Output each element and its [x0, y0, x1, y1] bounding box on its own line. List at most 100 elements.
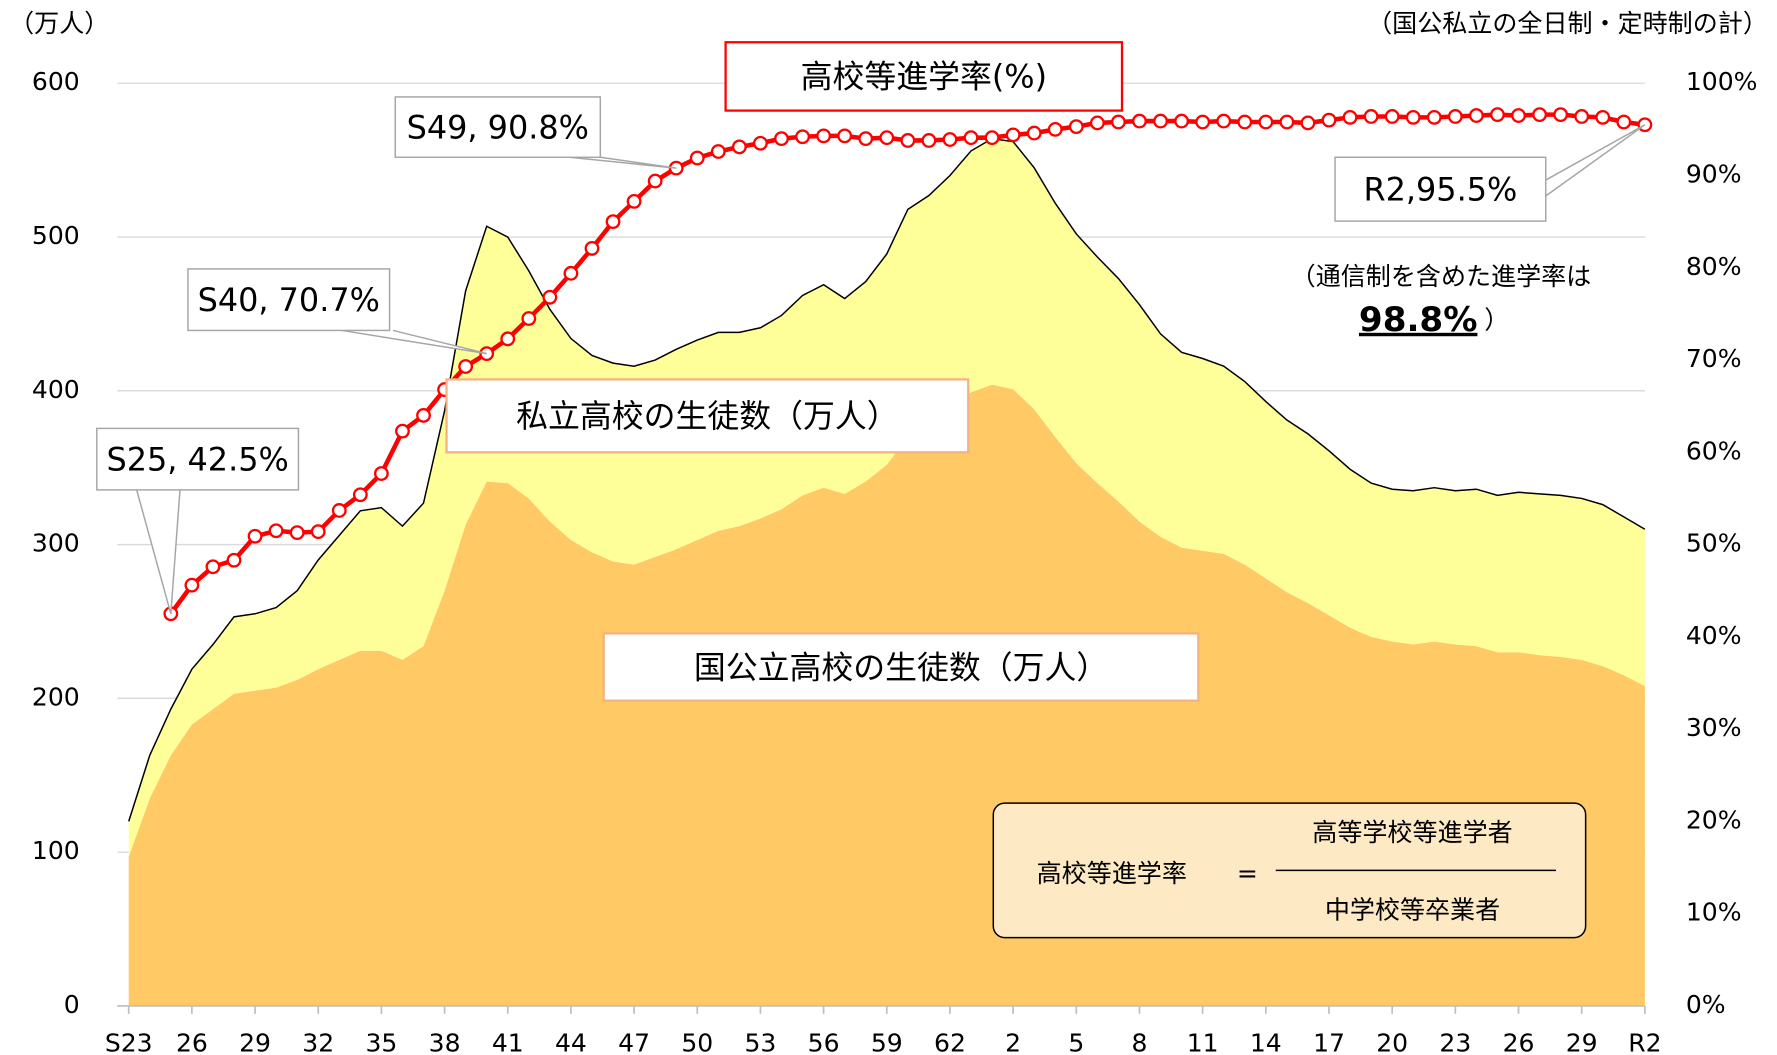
marker	[1174, 113, 1190, 129]
marker	[984, 130, 1000, 146]
marker	[900, 133, 916, 148]
marker	[395, 423, 410, 439]
callout-box	[1334, 156, 1547, 222]
x-tick-label: 32	[302, 1029, 334, 1055]
marker	[289, 525, 305, 540]
marker	[1195, 114, 1211, 130]
series-label-box	[724, 41, 1124, 112]
marker	[226, 552, 242, 568]
x-tick-label: 29	[1566, 1029, 1598, 1055]
marker	[795, 129, 810, 145]
y2-tick-label: 60%	[1686, 436, 1742, 465]
x-tick-label: 23	[1439, 1029, 1471, 1055]
x-tick-label: 5	[1068, 1029, 1084, 1055]
marker	[563, 265, 579, 281]
marker	[584, 241, 600, 256]
x-tick-label: 38	[429, 1029, 461, 1055]
x-tick-label: 20	[1376, 1029, 1408, 1055]
callout-box	[96, 427, 300, 491]
x-tick-label: 59	[871, 1029, 903, 1055]
marker	[521, 311, 537, 326]
y2-tick-label: 0%	[1686, 990, 1726, 1019]
y-tick-label: 300	[32, 529, 80, 558]
marker	[816, 128, 832, 144]
marker	[247, 528, 263, 544]
marker	[1363, 109, 1379, 124]
marker	[268, 523, 284, 539]
annotation: S49, 90.8%	[407, 108, 589, 146]
marker	[1026, 125, 1042, 141]
marker	[1405, 109, 1421, 125]
formula-denominator: 中学校等卒業者	[1325, 895, 1500, 924]
marker	[331, 503, 347, 518]
marker	[963, 130, 979, 146]
marker	[1111, 114, 1126, 130]
rate-note-close: ）	[1484, 305, 1509, 334]
marker	[626, 193, 642, 209]
marker	[1005, 127, 1021, 143]
series-label: 私立高校の生徒数（万人）	[516, 397, 899, 435]
y2-tick-label: 90%	[1686, 160, 1742, 189]
x-tick-label: 26	[176, 1029, 208, 1055]
series-label-box	[445, 378, 970, 454]
callout-pointer	[135, 489, 181, 614]
x-tick-label: 56	[808, 1029, 840, 1055]
callout-pointer	[569, 156, 677, 169]
x-tick-label: 41	[492, 1029, 524, 1055]
marker	[500, 331, 516, 347]
marker	[1321, 112, 1337, 128]
marker	[647, 173, 663, 189]
x-tick-label: 2	[1005, 1029, 1021, 1055]
marker	[1216, 113, 1232, 129]
marker	[1574, 109, 1590, 124]
x-tick-label: 44	[555, 1029, 587, 1055]
marker	[458, 359, 474, 374]
y-tick-label: 100	[32, 836, 80, 865]
marker	[1279, 114, 1295, 130]
marker	[1447, 109, 1463, 124]
marker	[184, 577, 200, 593]
callout-box	[187, 268, 391, 332]
y-tick-label: 0	[64, 990, 80, 1019]
y-tick-label: 600	[32, 67, 80, 96]
formula-left: 高校等進学率	[1037, 859, 1187, 888]
marker	[352, 487, 368, 503]
marker	[1468, 108, 1484, 123]
marker	[1132, 113, 1147, 129]
callout-box	[394, 96, 602, 159]
x-tick-label: 14	[1250, 1029, 1282, 1055]
y2-tick-label: 50%	[1686, 529, 1742, 558]
note: （国公私立の全日制・定時制の計）	[1367, 9, 1768, 38]
marker	[1616, 114, 1632, 130]
y2-tick-label: 40%	[1686, 621, 1742, 650]
x-tick-label: 26	[1503, 1029, 1535, 1055]
callout-pointer	[341, 329, 487, 355]
y2-tick-label: 30%	[1686, 713, 1742, 742]
marker	[542, 289, 558, 305]
marker	[837, 128, 853, 144]
marker	[1426, 109, 1442, 125]
annotation: R2,95.5%	[1363, 170, 1517, 208]
y-tick-label: 500	[32, 221, 80, 250]
callout-pointer	[1545, 124, 1646, 197]
x-tick-label: R2	[1628, 1029, 1661, 1055]
x-tick-label: S23	[105, 1029, 153, 1055]
marker	[1553, 107, 1569, 123]
y2-tick-label: 80%	[1686, 252, 1742, 281]
marker	[1237, 114, 1253, 130]
marker	[689, 150, 705, 166]
marker	[1342, 109, 1358, 125]
marker	[942, 132, 958, 147]
series-label: 国公立高校の生徒数（万人）	[694, 648, 1108, 686]
y2-tick-label: 70%	[1686, 344, 1742, 373]
y2-tick-label: 10%	[1686, 898, 1742, 927]
marker	[374, 466, 389, 481]
marker	[710, 144, 726, 159]
series-label: 高校等進学率(%)	[801, 58, 1047, 96]
marker	[921, 133, 937, 148]
marker	[205, 559, 221, 575]
area-edge	[128, 137, 1646, 822]
marker	[1068, 119, 1084, 135]
annotation: S25, 42.5%	[106, 440, 288, 478]
